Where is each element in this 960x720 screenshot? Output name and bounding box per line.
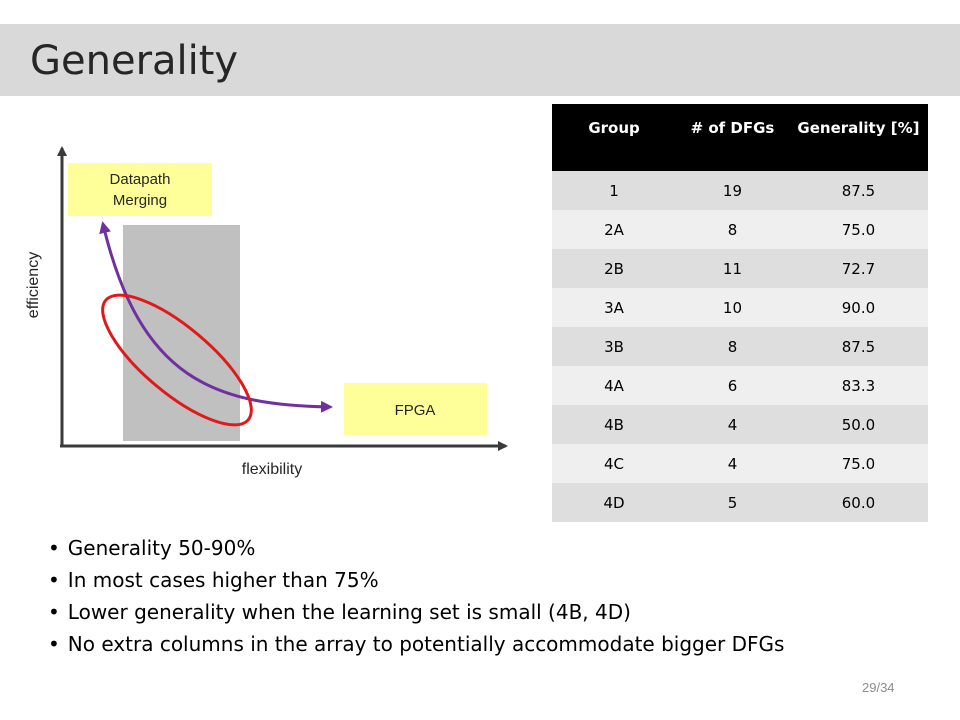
table-row: 2B 11 72.7	[552, 249, 928, 288]
fpga-box	[344, 383, 487, 435]
cell-generality: 90.0	[788, 288, 928, 327]
efficiency-flexibility-diagram: Datapath Merging FPGA efficiency flexibi…	[25, 146, 508, 478]
cell-generality: 83.3	[788, 366, 928, 405]
cell-generality: 50.0	[788, 405, 928, 444]
table-row: 4A 6 83.3	[552, 366, 928, 405]
slide-title: Generality	[30, 38, 239, 84]
bullet-item: Generality 50-90%	[48, 532, 784, 564]
header-group: Group	[552, 104, 677, 171]
header-generality: Generality [%]	[788, 104, 928, 171]
cell-dfgs: 4	[676, 405, 789, 444]
cell-generality: 60.0	[788, 483, 928, 522]
cell-generality: 87.5	[788, 171, 928, 210]
cell-generality: 75.0	[788, 444, 928, 483]
table-header-row: Group # of DFGs Generality [%]	[552, 104, 928, 171]
cell-generality: 72.7	[788, 249, 928, 288]
x-axis-label: flexibility	[242, 461, 302, 478]
cell-dfgs: 10	[676, 288, 789, 327]
highlight-ellipse	[101, 293, 253, 427]
table-row: 3B 8 87.5	[552, 327, 928, 366]
header-dfgs: # of DFGs	[676, 104, 789, 171]
table-row: 4B 4 50.0	[552, 405, 928, 444]
fpga-label: FPGA	[395, 402, 436, 419]
bullet-item: Lower generality when the learning set i…	[48, 596, 784, 628]
bullet-item: In most cases higher than 75%	[48, 564, 784, 596]
cell-group: 4C	[552, 444, 677, 483]
cell-dfgs: 8	[676, 210, 789, 249]
table-row: 2A 8 75.0	[552, 210, 928, 249]
cell-dfgs: 6	[676, 366, 789, 405]
gray-bar-region	[123, 225, 240, 441]
cell-generality: 87.5	[788, 327, 928, 366]
cell-group: 4A	[552, 366, 677, 405]
cell-dfgs: 4	[676, 444, 789, 483]
table-row: 4C 4 75.0	[552, 444, 928, 483]
y-axis-label: efficiency	[25, 252, 42, 318]
table-row: 1 19 87.5	[552, 171, 928, 210]
cell-dfgs: 11	[676, 249, 789, 288]
page-number: 29/34	[862, 680, 895, 695]
cell-group: 2A	[552, 210, 677, 249]
cell-dfgs: 8	[676, 327, 789, 366]
datapath-merging-box	[68, 163, 212, 216]
table-row: 3A 10 90.0	[552, 288, 928, 327]
cell-group: 4D	[552, 483, 677, 522]
cell-group: 1	[552, 171, 677, 210]
cell-group: 3B	[552, 327, 677, 366]
cell-dfgs: 19	[676, 171, 789, 210]
datapath-merging-line1: Datapath	[110, 171, 171, 188]
title-bar	[0, 24, 960, 96]
cell-group: 3A	[552, 288, 677, 327]
cell-group: 4B	[552, 405, 677, 444]
datapath-merging-line2: Merging	[113, 192, 167, 209]
cell-group: 2B	[552, 249, 677, 288]
cell-generality: 75.0	[788, 210, 928, 249]
cell-dfgs: 5	[676, 483, 789, 522]
generality-table: Group # of DFGs Generality [%] 1 19 87.5…	[552, 104, 928, 522]
bullet-list: Generality 50-90% In most cases higher t…	[48, 532, 785, 660]
tradeoff-curve	[99, 221, 333, 413]
bullet-item: No extra columns in the array to potenti…	[48, 628, 785, 660]
table-row: 4D 5 60.0	[552, 483, 928, 522]
